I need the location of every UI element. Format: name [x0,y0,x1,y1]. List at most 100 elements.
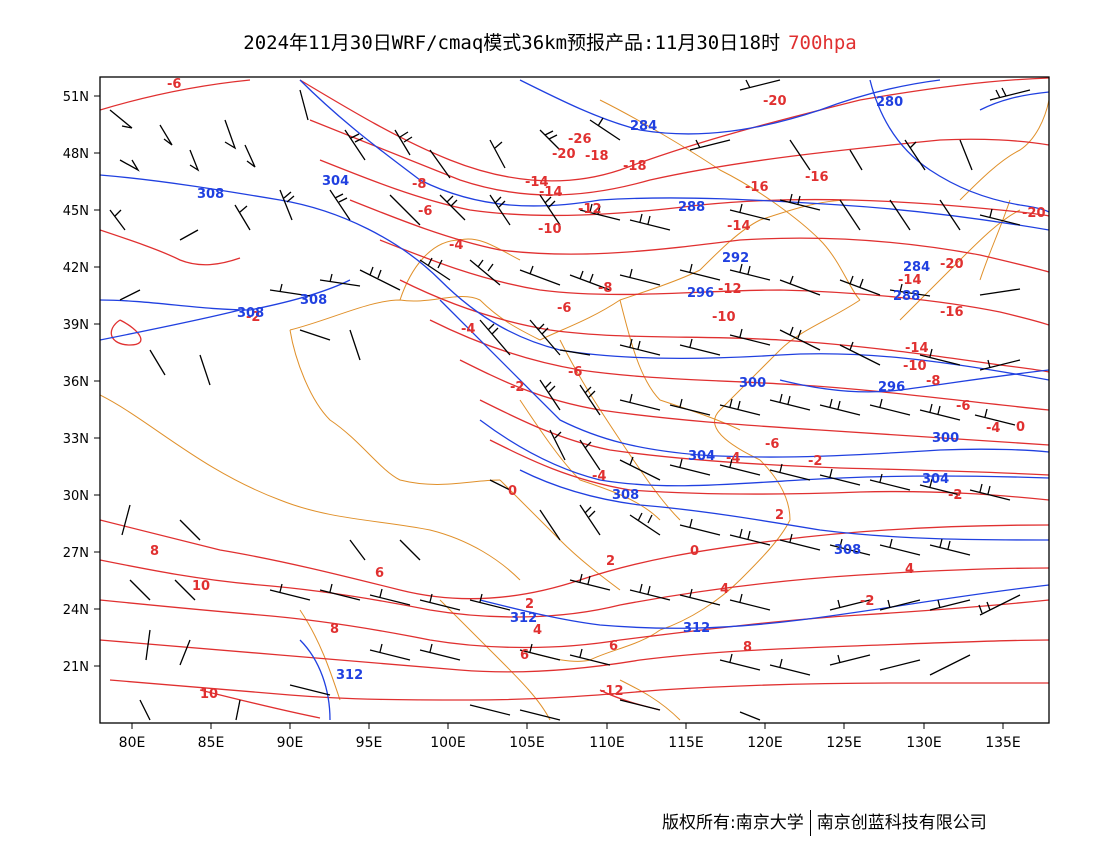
lon-label: 95E [356,735,383,751]
temp-label: -14 [539,185,563,200]
temp-label: -10 [903,359,927,374]
lon-label: 100E [430,735,466,751]
longitude-labels: 80E 85E 90E 95E 100E 105E 110E 115E 120E… [119,735,1021,751]
lat-label: 51N [63,90,89,105]
wind-barbs [109,79,1031,721]
height-labels: 284 280 304 308 288 292 308 308 296 284 … [197,95,959,683]
temp-label: -20 [763,94,787,109]
temp-label: -2 [510,380,524,395]
temp-label: -6 [765,437,779,452]
temp-label: -20 [1022,206,1046,221]
temp-label: -26 [568,132,592,147]
temp-label: -14 [525,175,549,190]
temp-label: -4 [726,451,740,466]
latitude-labels: 51N 48N 45N 42N 39N 36N 33N 30N 27N 24N … [63,90,89,675]
temp-label: 0 [508,484,517,499]
map-frame [99,76,1050,724]
lat-label: 27N [63,546,89,561]
height-label: 312 [336,668,363,683]
lon-label: 80E [119,735,146,751]
temp-label: -16 [805,170,829,185]
height-label: 308 [300,293,327,308]
height-label: 288 [678,200,705,215]
height-label: 312 [510,611,537,626]
height-label: 300 [932,431,959,446]
height-label: 308 [834,543,861,558]
lat-label: 45N [63,204,89,219]
copyright-owner: 版权所有:南京大学 [662,813,804,833]
temp-label: -2 [860,594,874,609]
height-label: 284 [903,260,930,275]
temp-label: -2 [948,488,962,503]
temp-label: 10 [200,687,218,702]
longitude-axis [131,723,1004,729]
temp-label: -2 [808,454,822,469]
temp-label: -2 [246,310,260,325]
height-label: 284 [630,119,657,134]
temp-label: -6 [956,399,970,414]
lat-label: 30N [63,489,89,504]
lat-label: 39N [63,318,89,333]
temp-label: -14 [727,219,751,234]
height-label: 288 [893,289,920,304]
title-level: 700hpa [788,32,857,54]
temp-label: -6 [568,365,582,380]
temp-label: 6 [520,648,529,663]
temp-label: 4 [905,562,914,577]
latitude-axis [94,95,100,667]
lat-label: 42N [63,261,89,276]
temp-label: 6 [375,566,384,581]
boundary-lines [100,99,1049,721]
height-label: 308 [237,306,264,321]
temp-label: -4 [461,322,475,337]
lon-label: 125E [826,735,862,751]
footer-divider [809,810,811,836]
temp-label: 0 [690,544,699,559]
height-label: 304 [922,472,949,487]
temp-label: -8 [598,281,612,296]
temp-label: -10 [712,310,736,325]
lon-label: 110E [589,735,625,751]
lat-label: 48N [63,147,89,162]
lon-label: 105E [509,735,545,751]
temp-label: -18 [585,149,609,164]
temp-label: -8 [412,177,426,192]
copyright-footer: 版权所有:南京大学 南京创蓝科技有限公司 [662,808,987,836]
temp-label: -8 [926,374,940,389]
temp-label: -4 [986,421,1000,436]
temp-label: 2 [525,597,534,612]
temp-label: 8 [330,622,339,637]
temp-label: -6 [557,301,571,316]
map-title: 2024年11月30日WRF/cmaq模式36km预报产品:11月30日18时 7… [0,28,1100,55]
temp-label: -10 [538,222,562,237]
lat-label: 24N [63,603,89,618]
height-label: 308 [197,187,224,202]
lat-label: 33N [63,432,89,447]
temp-label: -6 [167,77,181,92]
lat-label: 36N [63,375,89,390]
temp-label: -16 [940,305,964,320]
temp-label: -20 [552,147,576,162]
lon-label: 115E [668,735,704,751]
temp-label: -12 [600,684,624,699]
height-label: 308 [612,488,639,503]
temp-label: 2 [606,554,615,569]
lat-label: 21N [63,660,89,675]
isotherm-lines [100,77,1049,719]
height-label: 292 [722,251,749,266]
temp-label: -20 [940,257,964,272]
temp-label: -18 [623,159,647,174]
height-label: 300 [739,376,766,391]
height-label: 304 [322,174,349,189]
temp-label: 8 [743,640,752,655]
temp-label: 8 [150,544,159,559]
temp-label: 10 [192,579,210,594]
lon-label: 130E [906,735,942,751]
temp-label: 0 [1016,420,1025,435]
copyright-company: 南京创蓝科技有限公司 [816,813,987,833]
temp-label: 2 [775,508,784,523]
height-label: 296 [687,286,714,301]
temp-label: -14 [898,273,922,288]
isotherm-labels: -6 -26 -20 -20 -18 -16 -16 -18 -20 -14 -… [150,77,1046,702]
